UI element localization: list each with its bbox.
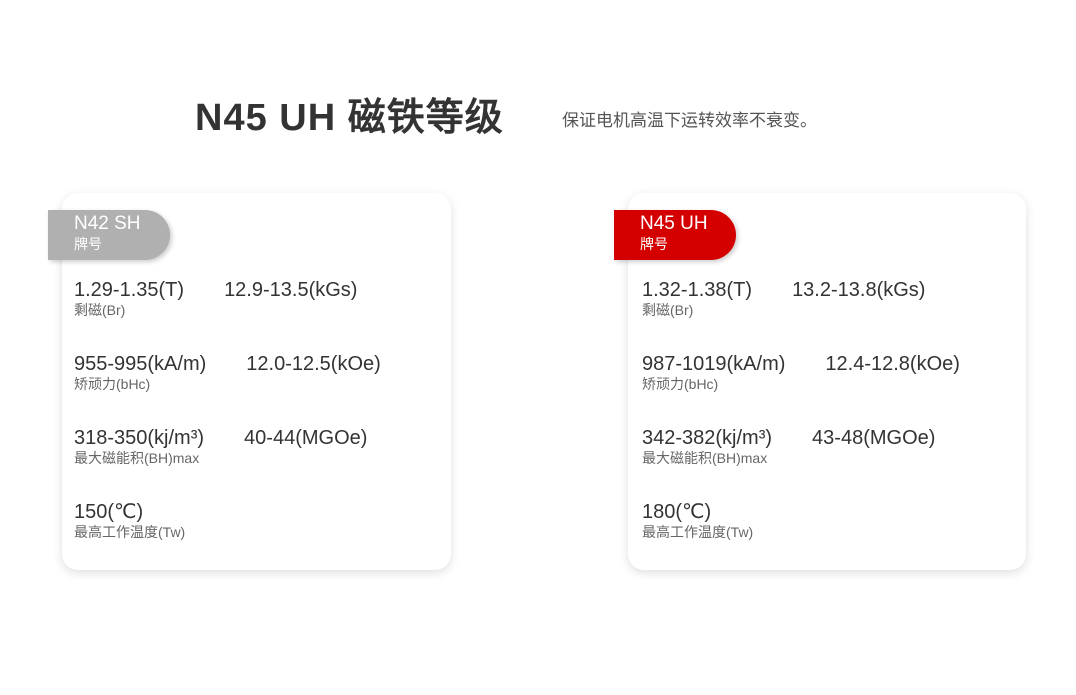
spec-label: 矫顽力(bHc) — [74, 376, 151, 392]
card-n45uh: N45 UH 牌号 1.32-1.38(T) 13.2-13.8(kGs) 剩磁(B… — [614, 193, 1026, 570]
spec-row: 955-995(kA/m) 12.0-12.5(kOe) 矫顽力(bHc) — [74, 352, 381, 393]
spec-label: 最高工作温度(Tw) — [642, 524, 754, 540]
spec-row: 180(℃) 最高工作温度(Tw) — [642, 500, 753, 541]
spec-value-alt: 12.4-12.8(kOe) — [825, 353, 960, 375]
spec-value-alt: 13.2-13.8(kGs) — [792, 279, 926, 301]
spec-label: 矫顽力(bHc) — [642, 376, 719, 392]
spec-label: 最大磁能积(BH)max — [642, 450, 768, 466]
page-subtitle: 保证电机高温下运转效率不衰变。 — [562, 111, 817, 130]
grade-badge: N45 UH 牌号 — [614, 210, 736, 260]
spec-label: 最大磁能积(BH)max — [74, 450, 200, 466]
grade-name: N42 SH — [74, 213, 141, 234]
grade-badge: N42 SH 牌号 — [48, 210, 170, 260]
spec-value-alt: 12.9-13.5(kGs) — [224, 279, 358, 301]
spec-label: 最高工作温度(Tw) — [74, 524, 186, 540]
spec-row: 318-350(kj/m³) 40-44(MGOe) 最大磁能积(BH)max — [74, 426, 367, 467]
spec-row: 1.32-1.38(T) 13.2-13.8(kGs) 剩磁(Br) — [642, 278, 925, 319]
spec-value-alt: 43-48(MGOe) — [812, 427, 936, 449]
page-title: N45 UH 磁铁等级 — [195, 97, 504, 139]
spec-value-alt: 12.0-12.5(kOe) — [246, 353, 381, 375]
card-n42sh: N42 SH 牌号 1.29-1.35(T) 12.9-13.5(kGs) 剩磁(B… — [48, 193, 451, 570]
spec-value: 180(℃) — [642, 501, 712, 523]
spec-row: 150(℃) 最高工作温度(Tw) — [74, 500, 185, 541]
spec-value: 150(℃) — [74, 501, 144, 523]
spec-value: 955-995(kA/m) — [74, 353, 207, 375]
spec-value: 318-350(kj/m³) — [74, 427, 205, 449]
grade-label: 牌号 — [640, 236, 668, 252]
spec-value: 987-1019(kA/m) — [642, 353, 786, 375]
grade-name: N45 UH — [640, 213, 708, 234]
spec-value: 1.29-1.35(T) — [74, 279, 185, 301]
spec-label: 剩磁(Br) — [642, 302, 694, 318]
grade-label: 牌号 — [74, 236, 102, 252]
spec-label: 剩磁(Br) — [74, 302, 126, 318]
spec-value-alt: 40-44(MGOe) — [244, 427, 368, 449]
spec-row: 342-382(kj/m³) 43-48(MGOe) 最大磁能积(BH)max — [642, 426, 935, 467]
spec-value: 1.32-1.38(T) — [642, 279, 753, 301]
spec-row: 987-1019(kA/m) 12.4-12.8(kOe) 矫顽力(bHc) — [642, 352, 960, 393]
spec-row: 1.29-1.35(T) 12.9-13.5(kGs) 剩磁(Br) — [74, 278, 357, 319]
spec-value: 342-382(kj/m³) — [642, 427, 773, 449]
